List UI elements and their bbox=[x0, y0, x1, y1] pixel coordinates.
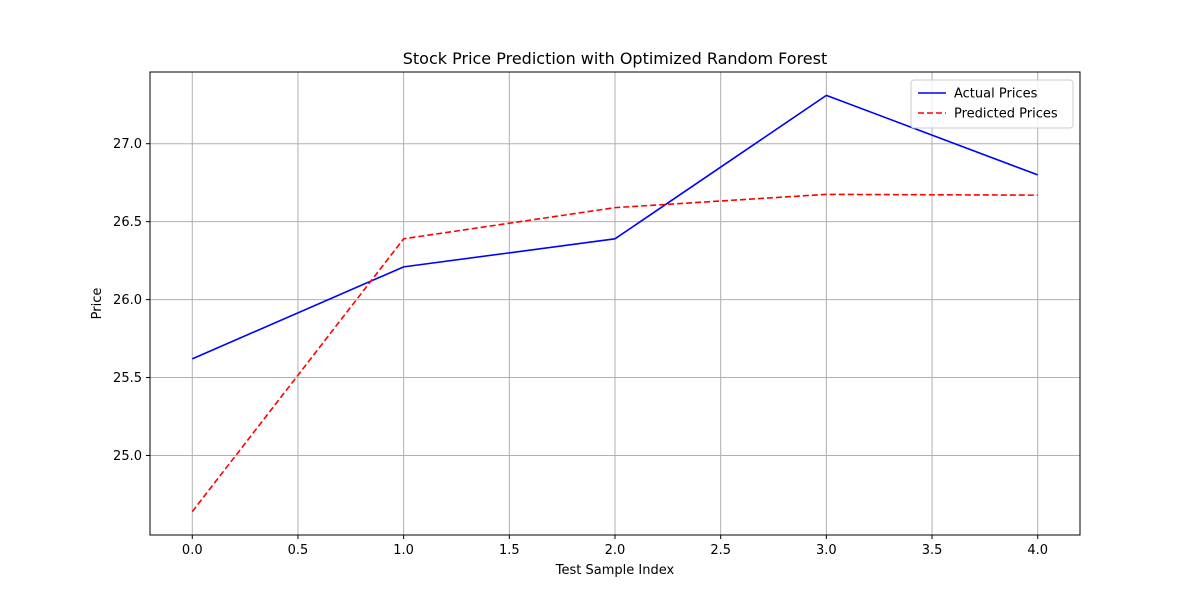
tick-layer: 0.0 0.5 1.0 1.5 2.0 2.5 3.0 3.5 4.0 25.0 25.5 26.0 2… bbox=[113, 137, 1048, 558]
x-tick-label: 2.0 bbox=[605, 543, 626, 558]
y-tick-label: 26.0 bbox=[113, 293, 142, 308]
y-tick-label: 26.5 bbox=[113, 215, 142, 230]
x-tick-label: 2.5 bbox=[710, 543, 731, 558]
legend-label: Actual Prices bbox=[954, 87, 1038, 102]
legend-label: Predicted Prices bbox=[954, 107, 1058, 122]
series-layer bbox=[191, 94, 1039, 513]
y-tick-label: 25.5 bbox=[113, 371, 142, 386]
x-tick-label: 3.0 bbox=[816, 543, 837, 558]
grid-layer bbox=[150, 72, 1080, 535]
x-tick-label: 4.0 bbox=[1027, 543, 1048, 558]
x-tick-label: 3.5 bbox=[922, 543, 943, 558]
x-tick-label: 0.0 bbox=[182, 543, 203, 558]
x-tick-label: 0.5 bbox=[288, 543, 309, 558]
legend: Actual Prices Predicted Prices bbox=[910, 79, 1074, 129]
x-tick-label: 1.0 bbox=[393, 543, 414, 558]
legend-frame bbox=[910, 79, 1074, 129]
x-tick-label: 1.5 bbox=[499, 543, 520, 558]
chart-title: Stock Price Prediction with Optimized Ra… bbox=[403, 49, 828, 68]
y-tick-label: 27.0 bbox=[113, 137, 142, 152]
series-line-actual-prices bbox=[191, 94, 1039, 360]
x-axis-title: Test Sample Index bbox=[555, 563, 675, 578]
y-axis-title: Price bbox=[90, 288, 105, 320]
series-line-predicted-prices bbox=[191, 193, 1038, 513]
y-tick-label: 25.0 bbox=[113, 449, 142, 464]
